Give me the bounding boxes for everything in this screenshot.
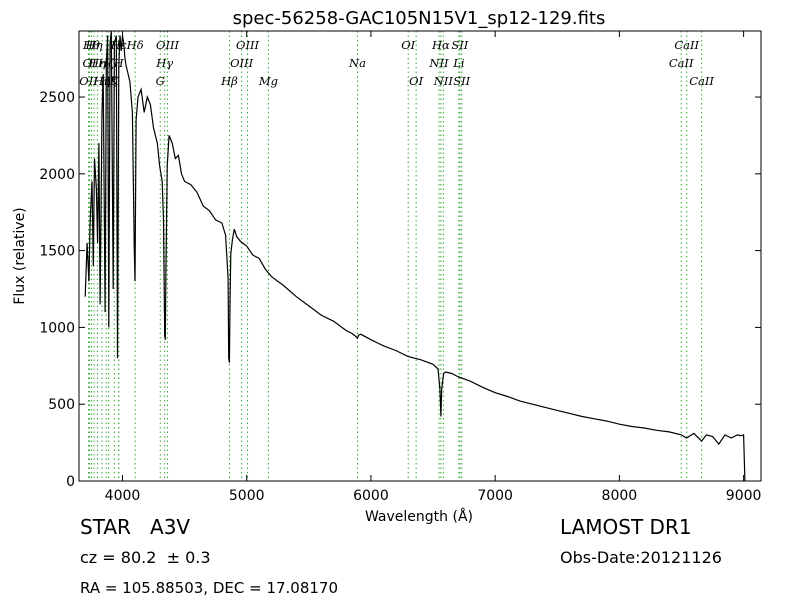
x-tick-label: 9000 xyxy=(726,488,762,504)
line-marker-label: SII xyxy=(453,74,470,88)
line-marker-label: CaII xyxy=(689,74,714,88)
plot-frame xyxy=(78,30,762,482)
line-marker-label: OII xyxy=(79,74,98,88)
line-marker-label: Hη xyxy=(88,56,106,70)
line-marker-label: Mg xyxy=(258,74,278,88)
x-tick-label: 6000 xyxy=(353,488,389,504)
line-marker-label: CaII xyxy=(669,56,694,70)
object-type: STAR A3V xyxy=(80,515,190,539)
line-marker-label: Na xyxy=(348,56,366,70)
line-marker-label: OIII xyxy=(230,56,254,70)
line-marker-label: NII xyxy=(433,74,454,88)
line-marker-label: Hζ xyxy=(100,74,118,88)
x-tick-label: 8000 xyxy=(602,488,638,504)
x-axis-label: Wavelength (Å) xyxy=(365,508,473,525)
y-axis-label: Flux (relative) xyxy=(12,207,28,304)
x-tick-label: 5000 xyxy=(229,488,265,504)
spectral-subclass: A3V xyxy=(150,515,191,539)
y-tick-label: 1500 xyxy=(39,244,75,260)
obs-date: Obs-Date:20121126 xyxy=(560,548,722,567)
line-marker-label: Hη xyxy=(85,38,103,52)
line-marker-label: OIII xyxy=(236,38,260,52)
line-marker-label: Hδ xyxy=(126,38,144,52)
y-tick-label: 500 xyxy=(48,397,75,413)
emission-line-markers xyxy=(88,31,703,481)
x-axis-ticks: 4000 5000 6000 7000 8000 9000 xyxy=(105,31,762,504)
coordinates: RA = 105.88503, DEC = 17.08170 xyxy=(80,579,339,597)
line-marker-label: G xyxy=(156,74,165,88)
y-tick-label: 1000 xyxy=(39,320,75,336)
line-marker-label: Hβ xyxy=(220,74,238,88)
line-marker-label: Li xyxy=(452,56,465,70)
spectrum-line xyxy=(84,30,746,482)
line-marker-label: OIII xyxy=(156,38,180,52)
line-marker-label: Hα xyxy=(431,38,450,52)
object-type-text: STAR xyxy=(80,515,131,539)
y-axis-ticks: 0 500 1000 1500 2000 2500 xyxy=(39,90,761,490)
line-marker-label: OI xyxy=(401,38,415,52)
line-marker-label: OI xyxy=(409,74,423,88)
x-tick-label: 4000 xyxy=(105,488,141,504)
line-marker-label: CaII xyxy=(674,38,699,52)
line-marker-label: Hθ xyxy=(82,38,100,52)
line-marker-label: NII xyxy=(428,56,449,70)
survey-name: LAMOST DR1 xyxy=(560,515,692,539)
line-marker-label: OI xyxy=(82,56,96,70)
x-tick-label: 7000 xyxy=(477,488,513,504)
line-marker-label: Hγ xyxy=(155,56,173,70)
line-marker-label: SII xyxy=(451,38,468,52)
chart-title: spec-56258-GAC105N15V1_sp12-129.fits xyxy=(233,8,606,29)
y-tick-label: 2500 xyxy=(39,90,75,106)
y-tick-label: 2000 xyxy=(39,167,75,183)
y-tick-label: 0 xyxy=(66,474,75,490)
redshift-value: cz = 80.2 ± 0.3 xyxy=(80,548,211,567)
